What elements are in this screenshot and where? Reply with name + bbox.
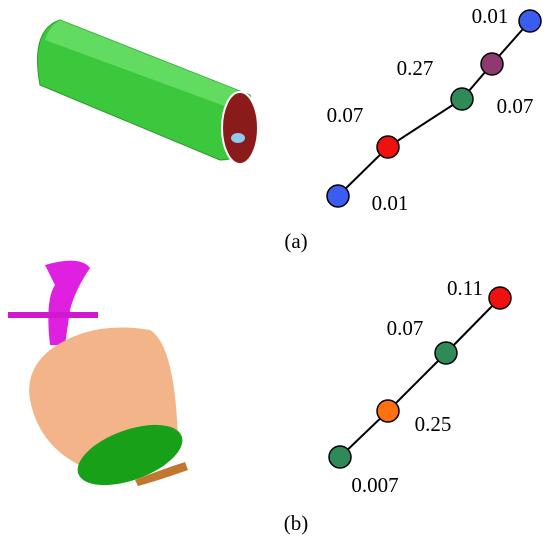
node-label: 0.11 [447,276,483,300]
node [481,53,503,75]
caption: (b) [284,511,309,535]
node [377,400,399,422]
node [451,88,473,110]
node-label: 0.07 [387,316,424,340]
node [489,287,511,309]
node [327,185,349,207]
render-b [8,261,190,498]
node [377,136,399,158]
node [435,342,457,364]
node-label: 0.25 [415,412,452,436]
node-label: 0.07 [497,94,534,118]
caption: (a) [284,229,307,253]
node-label: 0.01 [372,191,409,215]
node-label: 0.27 [397,56,434,80]
node [519,10,541,32]
node-label: 0.01 [472,4,509,28]
node-label: 0.07 [327,103,364,127]
render-a [38,20,259,164]
figure: 0.01 0.07 0.27 0.07 0.01 (a) 0.007 0.25 0.07 0.11… [0,0,545,552]
graphs: 0.01 0.07 0.27 0.07 0.01 (a) 0.007 0.25 0.07 0.11… [284,4,541,535]
node-label: 0.007 [351,473,398,497]
node [329,446,351,468]
